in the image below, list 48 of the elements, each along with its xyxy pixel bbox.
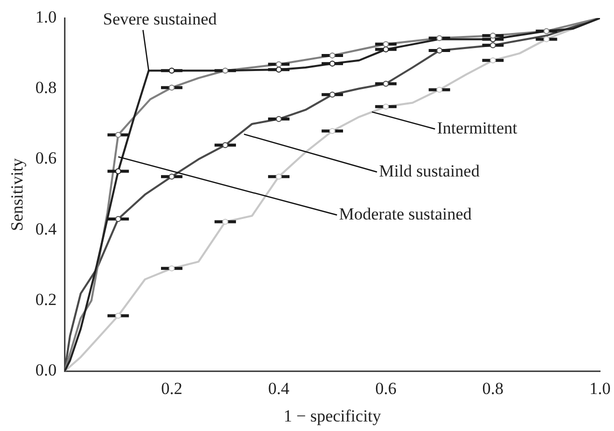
point (276, 66, 282, 73)
point (382, 104, 389, 110)
point (490, 57, 496, 64)
point (436, 86, 442, 93)
point (168, 174, 175, 180)
x-tick-label: 0.6 (375, 378, 396, 398)
point (543, 28, 550, 34)
annotation: Mild sustained (379, 161, 480, 180)
point (436, 35, 442, 42)
point (222, 218, 228, 225)
annotation: Moderate sustained (339, 204, 472, 224)
x-tick-label: 0.8 (482, 378, 504, 398)
annotation: Severe sustained (103, 9, 218, 28)
point (329, 60, 336, 67)
point (222, 142, 228, 148)
point (276, 116, 282, 122)
point (382, 80, 389, 87)
point (276, 61, 282, 68)
y-tick-label: 1.0 (35, 7, 57, 26)
point (382, 41, 389, 48)
point (382, 46, 389, 52)
point (115, 216, 122, 222)
point (436, 47, 442, 54)
point (329, 52, 336, 58)
point (490, 42, 496, 48)
annotation: Intermittent (437, 118, 518, 138)
point (168, 68, 175, 74)
y-axis-title: Sensitivity (8, 158, 27, 231)
point (222, 68, 228, 74)
x-tick-label: 0.2 (161, 378, 182, 398)
point (543, 36, 550, 42)
y-tick-label: 0.8 (35, 78, 57, 98)
y-tick-label: 0.4 (35, 219, 58, 238)
x-tick-label: 0.4 (268, 378, 290, 398)
point (329, 128, 336, 134)
point (490, 32, 496, 39)
point (276, 174, 282, 180)
point (115, 168, 122, 174)
y-tick-label: 0.0 (35, 360, 57, 380)
point (115, 132, 122, 138)
y-tick-label: 0.2 (35, 290, 57, 310)
x-tick-label: 1.0 (589, 378, 611, 398)
point (115, 312, 122, 319)
point (168, 84, 175, 91)
point (329, 92, 336, 98)
x-axis-title: 1 − specificity (284, 406, 382, 426)
y-tick-label: 0.6 (35, 148, 57, 168)
point (168, 265, 175, 272)
